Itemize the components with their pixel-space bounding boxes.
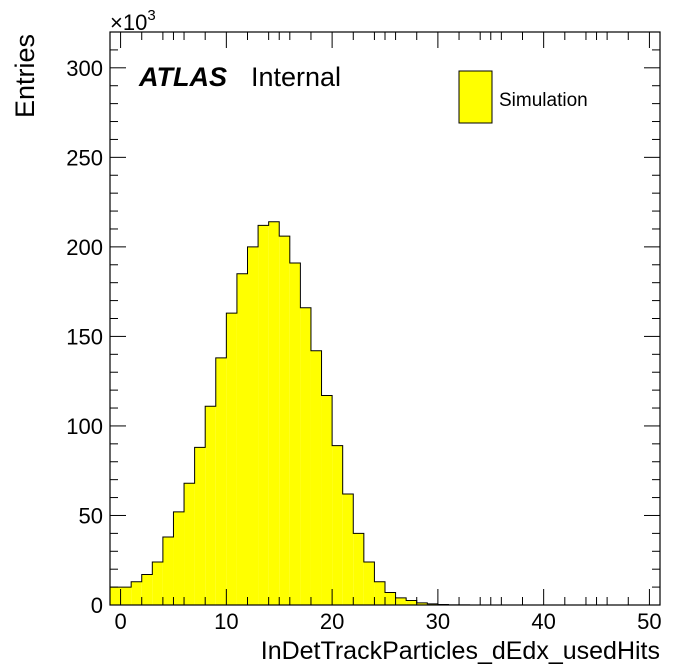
histogram-bin bbox=[279, 236, 290, 605]
histogram-bin bbox=[332, 445, 343, 605]
histogram-bin bbox=[289, 262, 301, 605]
histogram-bin bbox=[215, 357, 227, 605]
histogram-bin bbox=[152, 562, 163, 605]
legend: Simulation bbox=[458, 70, 588, 124]
x-tick-label: 40 bbox=[531, 609, 555, 634]
y-multiplier-exponent: 3 bbox=[147, 7, 155, 24]
histogram-bin bbox=[110, 587, 121, 605]
histogram-bin bbox=[342, 493, 354, 605]
histogram-bin bbox=[226, 313, 237, 605]
y-axis-label: Entries bbox=[10, 34, 40, 118]
histogram-bin bbox=[268, 221, 280, 605]
atlas-sublabel: Internal bbox=[251, 62, 341, 92]
atlas-label: ATLAS bbox=[138, 62, 227, 92]
histogram-bin bbox=[310, 350, 322, 605]
x-axis-label: InDetTrackParticles_dEdx_usedHits bbox=[261, 637, 660, 665]
x-tick-label: 30 bbox=[426, 609, 450, 634]
x-axis-ticks bbox=[120, 32, 650, 605]
y-tick-label: 100 bbox=[66, 414, 103, 439]
y-tick-label: 300 bbox=[66, 56, 103, 81]
legend-label: Simulation bbox=[499, 90, 588, 111]
histogram-bin bbox=[406, 600, 417, 605]
y-tick-label: 250 bbox=[66, 145, 103, 170]
histogram-bin bbox=[162, 536, 174, 605]
histogram-bin bbox=[247, 246, 259, 605]
x-tick-label: 0 bbox=[114, 609, 126, 634]
y-tick-label: 0 bbox=[91, 593, 103, 618]
histogram-bin bbox=[236, 273, 248, 605]
histogram-bin bbox=[141, 574, 153, 605]
histogram-bin bbox=[120, 587, 132, 605]
histogram-bin bbox=[321, 395, 333, 605]
legend-swatch bbox=[458, 70, 493, 124]
y-tick-label: 150 bbox=[66, 324, 103, 349]
x-axis-tick-labels: 0 10 20 30 40 50 bbox=[114, 609, 661, 634]
y-multiplier-label: ×103 bbox=[110, 7, 156, 35]
histogram-bars bbox=[110, 221, 470, 605]
histogram-bin bbox=[131, 581, 142, 605]
histogram-bin bbox=[395, 597, 407, 605]
histogram-bin bbox=[184, 483, 195, 605]
histogram-bin bbox=[205, 406, 216, 605]
x-tick-label: 20 bbox=[320, 609, 344, 634]
y-axis-ticks bbox=[110, 31, 660, 606]
histogram-bin bbox=[353, 533, 364, 605]
histogram-bin bbox=[363, 562, 375, 605]
histogram-bin bbox=[300, 307, 311, 605]
histogram-bin bbox=[194, 447, 206, 605]
y-tick-label: 50 bbox=[79, 503, 103, 528]
histogram-bin bbox=[258, 225, 269, 605]
histogram-bin bbox=[374, 581, 385, 605]
y-axis-tick-labels: 0 50 100 150 200 250 300 bbox=[66, 56, 103, 618]
histogram-bin bbox=[173, 511, 185, 605]
histogram-bin bbox=[385, 592, 396, 605]
histogram-bin bbox=[416, 602, 428, 605]
x-tick-label: 10 bbox=[214, 609, 238, 634]
x-tick-label: 50 bbox=[637, 609, 661, 634]
y-tick-label: 200 bbox=[66, 235, 103, 260]
